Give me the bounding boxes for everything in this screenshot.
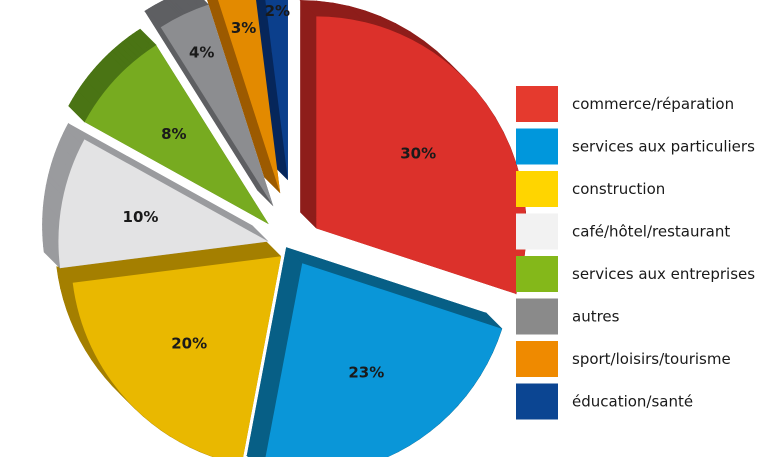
- pie-value-labels: 30% 23% 20% 10% 8% 4% 3% 2%: [123, 2, 437, 382]
- pie-slice-edge-autres: [174, 0, 191, 13]
- pie-slice-cut-autres-0: [144, 11, 274, 207]
- value-label-cafe-hotel-restaurant: 10%: [123, 208, 159, 226]
- legend-swatch-sport-loisirs-tourisme: [516, 341, 558, 377]
- pie-slice-cut-construction-1: [56, 240, 282, 283]
- value-label-services-aux-particuliers: 23%: [348, 364, 384, 382]
- pie-slice-commerce-reparation: [316, 16, 527, 294]
- legend-label-construction: construction: [572, 180, 665, 198]
- pie-slice-cafe-hotel-restaurant: [58, 139, 269, 269]
- pie-slice-services-aux-particuliers: [265, 263, 502, 457]
- value-label-sport-loisirs-tourisme: 3%: [231, 19, 256, 37]
- pie-slice-cut-services-aux-particuliers-1: [246, 247, 303, 457]
- value-label-education-sante: 2%: [265, 2, 290, 20]
- legend-label-services-aux-entreprises: services aux entreprises: [572, 265, 755, 283]
- legend-swatch-autres: [516, 298, 558, 335]
- legend-label-autres: autres: [572, 308, 620, 326]
- pie-slice-edge-autres: [171, 0, 189, 14]
- pie-slice-edge-autres: [180, 0, 195, 12]
- pie-slice-autres: [160, 4, 274, 207]
- value-label-commerce-reparation: 30%: [400, 145, 436, 163]
- value-label-services-aux-entreprises: 8%: [161, 125, 186, 143]
- pie-slice-services-aux-entreprises: [84, 45, 269, 225]
- pie-slice-construction: [72, 256, 282, 457]
- legend-swatch-education-sante: [516, 383, 558, 420]
- legend: commerce/réparation services aux particul…: [516, 86, 755, 420]
- pie-slice-cut-services-aux-particuliers-0: [286, 247, 502, 329]
- pie-slice-edge-autres: [166, 0, 185, 16]
- pie-slice-cut-cafe-hotel-restaurant-1: [68, 123, 269, 242]
- pie-slice-sport-loisirs-tourisme: [217, 0, 281, 194]
- legend-label-commerce-reparation: commerce/réparation: [572, 95, 734, 113]
- legend-label-services-aux-particuliers: services aux particuliers: [572, 138, 755, 156]
- legend-swatch-construction: [516, 171, 558, 207]
- legend-swatch-services-aux-entreprises: [516, 256, 558, 292]
- pie-slice-edge-autres: [183, 0, 197, 11]
- value-label-construction: 20%: [171, 334, 207, 352]
- legend-swatch-services-aux-particuliers: [516, 128, 558, 165]
- pie-slice-edge-autres: [186, 0, 199, 10]
- pie-slice-education-sante: [265, 0, 288, 181]
- pie-slice-edge-autres: [163, 0, 183, 17]
- legend-swatch-cafe-hotel-restaurant: [516, 213, 558, 250]
- legend-swatch-commerce-reparation: [516, 86, 558, 122]
- legend-label-education-sante: éducation/santé: [572, 393, 693, 411]
- pie-slice-edge-autres: [169, 0, 187, 15]
- pie-slices: [42, 0, 527, 457]
- legend-label-sport-loisirs-tourisme: sport/loisirs/tourisme: [572, 350, 731, 368]
- value-label-autres: 4%: [189, 44, 214, 62]
- pie-slice-cut-commerce-reparation-0: [300, 0, 317, 229]
- legend-label-cafe-hotel-restaurant: café/hôtel/restaurant: [572, 223, 730, 241]
- pie-slice-edge-autres: [177, 0, 193, 12]
